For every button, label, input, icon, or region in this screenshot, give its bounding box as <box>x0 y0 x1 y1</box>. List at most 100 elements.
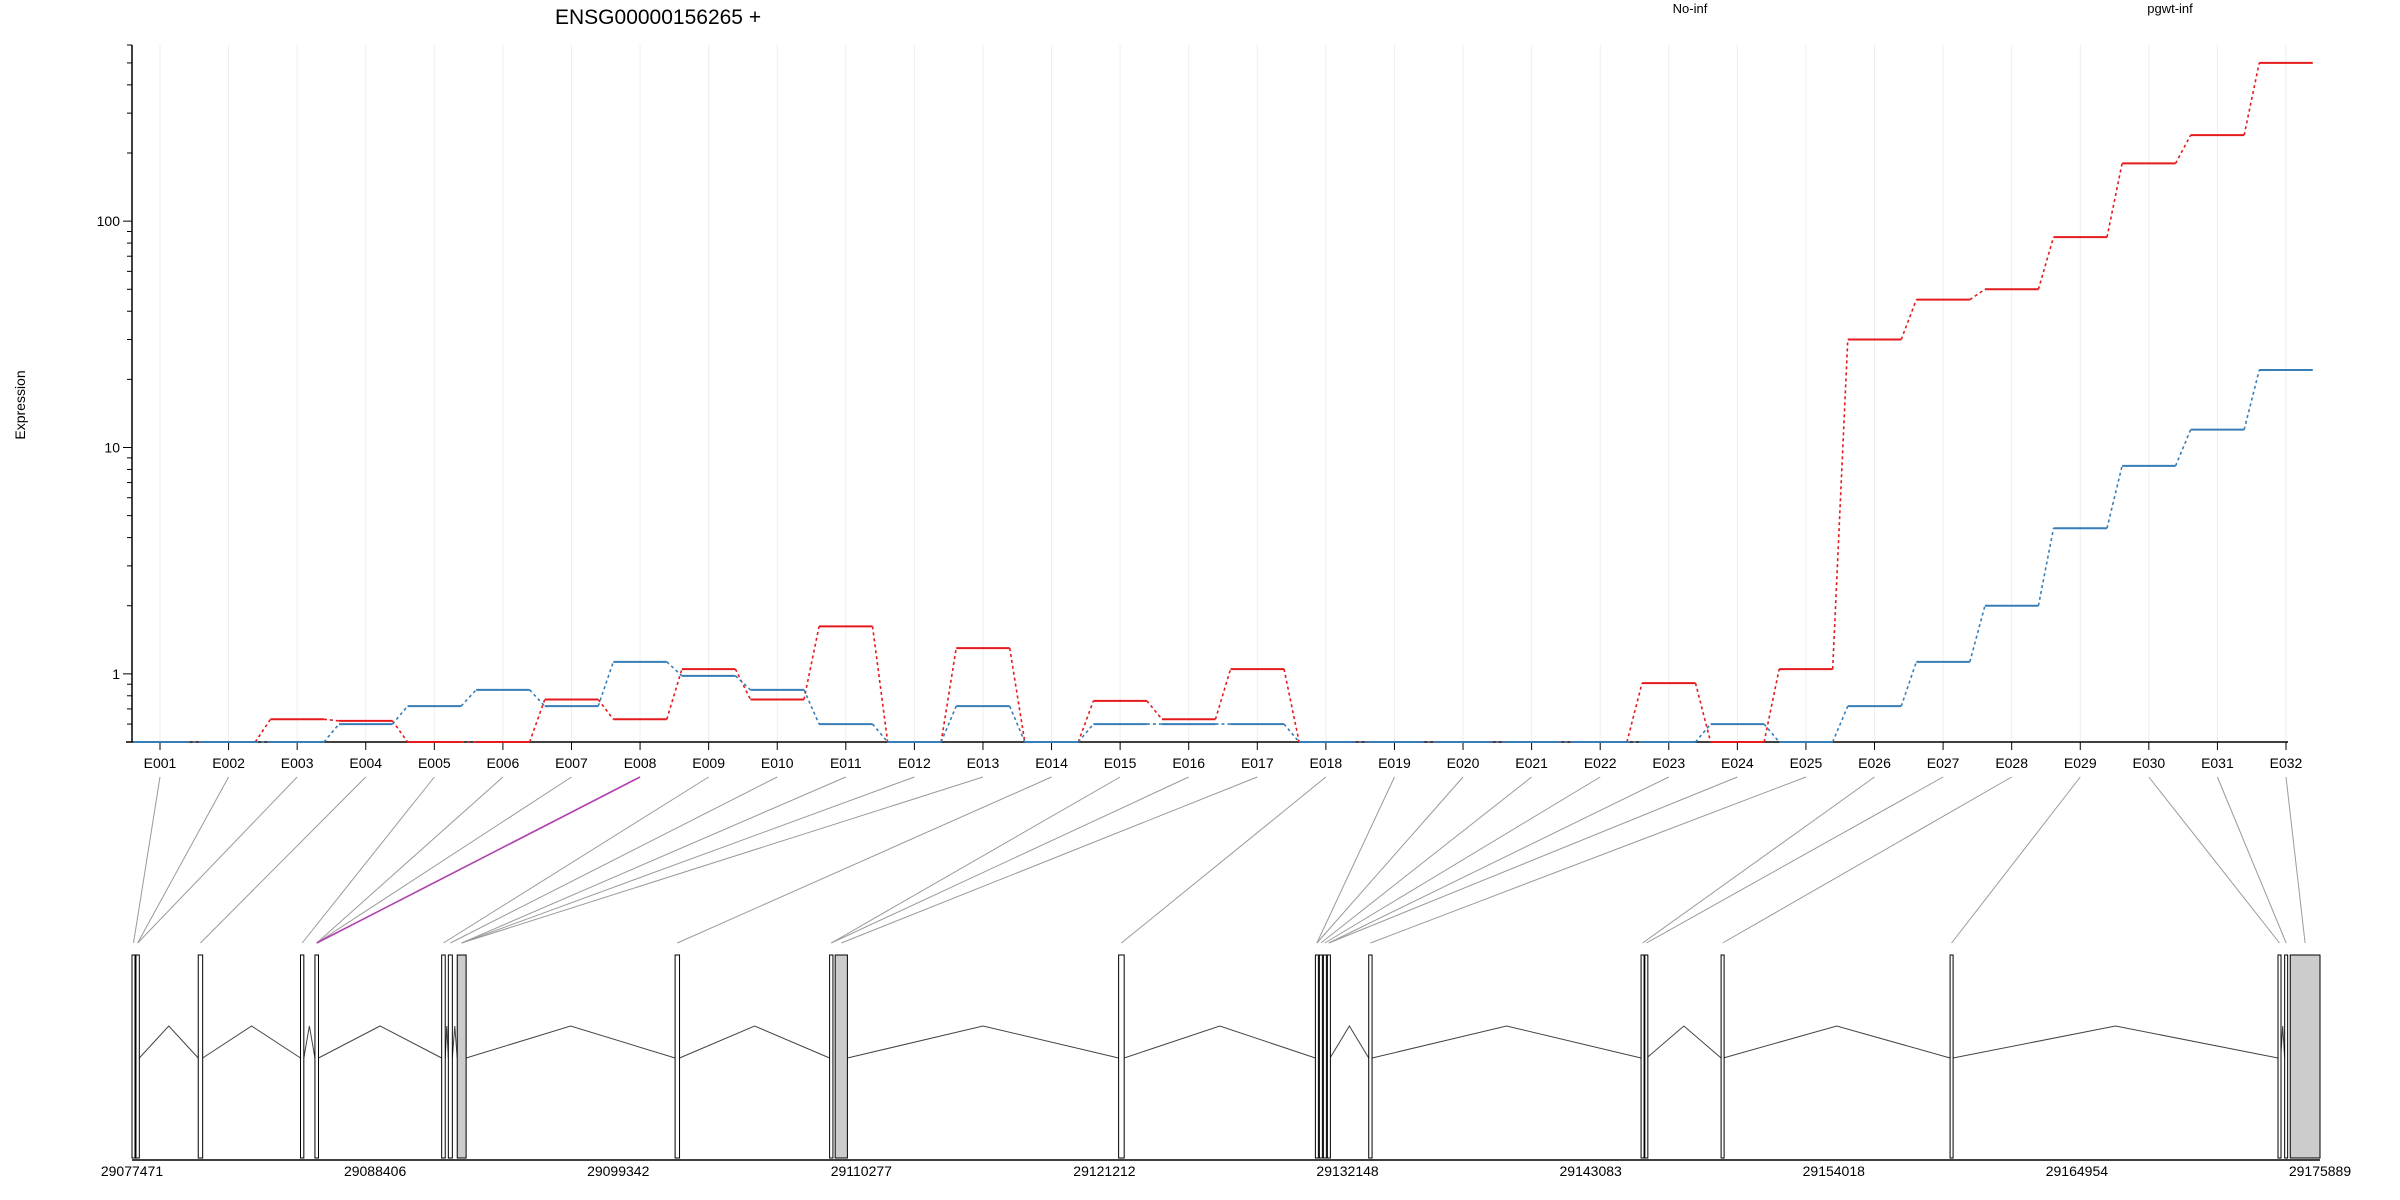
x-tick-label: E016 <box>1172 755 1205 771</box>
series-pgwt-inf-connector <box>2174 429 2192 467</box>
legend-entry-no-inf: No-inf <box>1673 1 1708 16</box>
genomic-coordinate-label: 29121212 <box>1073 1163 1136 1179</box>
exon-connector <box>1320 776 1532 944</box>
series-pgwt-inf-connector <box>940 705 957 743</box>
series-no-inf-connector <box>666 668 683 720</box>
exon-connector <box>1121 776 1327 944</box>
exon-block <box>299 954 305 1159</box>
series-no-inf-connector <box>1831 339 1849 670</box>
x-tick-label: E029 <box>2064 755 2097 771</box>
y-axis-label: Expression <box>12 370 28 439</box>
series-no-inf-connector <box>1077 700 1095 743</box>
x-tick-label: E003 <box>281 755 314 771</box>
exon-connector <box>1951 776 2081 944</box>
exon-block <box>441 954 446 1159</box>
x-tick-label: E013 <box>967 755 1000 771</box>
series-no-inf-connector <box>1763 668 1780 743</box>
exon-block <box>1644 954 1649 1159</box>
intron <box>679 1025 830 1059</box>
exon-connector <box>1316 776 1464 944</box>
x-tick-label: E010 <box>761 755 794 771</box>
exon-block <box>314 954 320 1159</box>
series-no-inf-connector <box>528 699 546 743</box>
exon-connector <box>461 776 984 944</box>
intron <box>1371 1025 1642 1059</box>
exon-connector <box>1370 776 1807 944</box>
x-tick-label: E031 <box>2201 755 2234 771</box>
intron <box>451 1025 458 1059</box>
series-no-inf <box>133 61 2313 743</box>
x-tick-label: E014 <box>1035 755 1068 771</box>
exon-block <box>1720 954 1725 1159</box>
intron <box>1124 1025 1316 1059</box>
exon-connector <box>841 776 1258 944</box>
x-tick-label: E025 <box>1790 755 1823 771</box>
series-pgwt-inf-connector <box>1900 661 1918 707</box>
x-tick-label: E026 <box>1858 755 1891 771</box>
exon-block <box>829 954 834 1159</box>
exon-block <box>447 954 453 1159</box>
genomic-coordinate-label: 29132148 <box>1316 1163 1379 1179</box>
series-no-inf-connector <box>1146 700 1163 720</box>
x-tick-label: E030 <box>2132 755 2165 771</box>
exon-connectors <box>133 776 2306 944</box>
intron <box>303 1025 316 1059</box>
exon-connector <box>1722 776 2012 944</box>
exon-connector <box>1642 776 1875 944</box>
x-tick-label: E006 <box>487 755 520 771</box>
x-tick-label: E021 <box>1515 755 1548 771</box>
series-pgwt-inf-connector <box>1763 723 1780 743</box>
exon-connector <box>301 776 435 944</box>
series-pgwt-inf-connector <box>529 689 546 707</box>
exon-block <box>1314 954 1319 1159</box>
exon-connector <box>316 776 641 944</box>
series-no-inf-connector <box>254 718 272 743</box>
exon-block <box>834 954 848 1159</box>
exon-block <box>456 954 467 1159</box>
y-tick-label: 100 <box>97 213 121 229</box>
exon-connector <box>200 776 367 944</box>
exon-block <box>1949 954 1954 1159</box>
exon-connector <box>133 776 161 944</box>
exon-connector <box>1324 776 1601 944</box>
series-no-inf-connector <box>1900 299 1918 340</box>
exon-connector <box>316 776 572 944</box>
x-tick-label: E028 <box>1995 755 2028 771</box>
x-tick-label: E012 <box>898 755 931 771</box>
exon-connector <box>2285 776 2306 944</box>
series-pgwt-inf <box>133 368 2313 743</box>
series-pgwt-inf-connector <box>734 675 752 691</box>
x-tick-label: E018 <box>1310 755 1343 771</box>
x-tick-label: E008 <box>624 755 657 771</box>
exon-block <box>1326 954 1331 1159</box>
exon-block <box>2277 954 2282 1159</box>
x-tick-label: E032 <box>2270 755 2303 771</box>
series-no-inf-connector <box>2037 236 2055 290</box>
intron <box>318 1025 442 1059</box>
exon-block <box>1118 954 1125 1159</box>
genomic-coordinate-label: 29088406 <box>344 1163 407 1179</box>
exon-connector <box>316 776 504 944</box>
genomic-coordinate-label: 29110277 <box>831 1163 892 1179</box>
x-tick-label: E009 <box>692 755 725 771</box>
series-pgwt-inf-connector <box>1077 723 1094 743</box>
series-no-inf-connector <box>1283 668 1300 743</box>
series-pgwt-inf-connector <box>2037 528 2055 606</box>
series-no-inf-connector <box>2174 134 2192 164</box>
x-tick-label: E002 <box>212 755 245 771</box>
exon-block <box>135 954 140 1159</box>
genomic-coordinate-label: 29175889 <box>2289 1163 2352 1179</box>
exon-connector <box>137 776 230 944</box>
x-tick-label: E020 <box>1447 755 1480 771</box>
genomic-coordinate-label: 29077471 <box>101 1163 164 1179</box>
exon-block <box>1368 954 1373 1159</box>
exon-block <box>674 954 681 1159</box>
series-no-inf-connector <box>597 699 614 720</box>
x-tick-label: E019 <box>1378 755 1411 771</box>
x-tick-label: E005 <box>418 755 451 771</box>
intron <box>1646 1025 1722 1059</box>
series-pgwt-inf-connector <box>1969 605 1986 663</box>
series-pgwt-inf-connector <box>2106 465 2123 529</box>
series-no-inf-connector <box>2106 163 2123 238</box>
